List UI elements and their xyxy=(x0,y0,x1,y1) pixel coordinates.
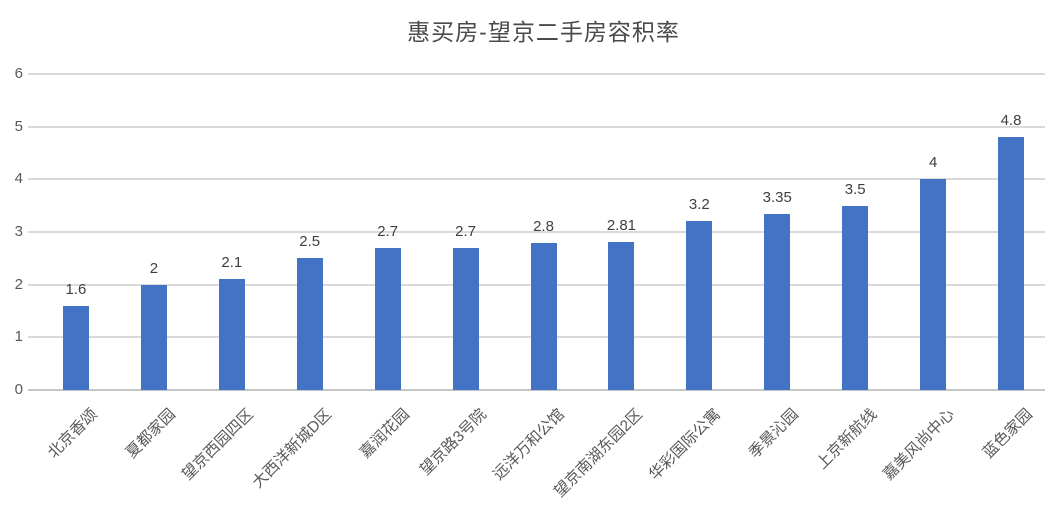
bar-value-label: 1.6 xyxy=(65,280,87,298)
x-axis-category-label: 夏都家园 xyxy=(122,405,179,462)
x-axis-category-label: 望京路3号院 xyxy=(417,405,491,479)
x-axis-line xyxy=(28,389,1045,391)
x-axis-category-label: 望京西园四区 xyxy=(178,405,257,484)
gridline xyxy=(28,231,1045,233)
bar xyxy=(764,213,791,390)
bar xyxy=(530,242,557,390)
bar xyxy=(608,242,635,390)
bar-value-label: 3.2 xyxy=(688,196,710,214)
gridline xyxy=(28,73,1045,75)
bar-value-label: 2.7 xyxy=(377,222,399,240)
x-axis-category-label: 嘉润花园 xyxy=(356,405,413,462)
bar-value-label: 2.5 xyxy=(299,233,321,251)
bar xyxy=(374,247,401,390)
bar xyxy=(842,205,869,390)
y-axis-tick-label: 6 xyxy=(14,65,23,82)
bar-value-label: 2 xyxy=(149,259,159,277)
bar-value-label: 3.35 xyxy=(762,188,792,206)
bar xyxy=(452,247,479,390)
bar-value-label: 2.1 xyxy=(221,254,243,272)
bar xyxy=(62,305,89,390)
x-axis-category-label: 季景沁园 xyxy=(746,405,803,462)
bar-value-label: 4 xyxy=(928,154,938,172)
gridline xyxy=(28,125,1045,128)
x-axis-category-label: 北京香颂 xyxy=(44,405,101,462)
x-axis-category-label: 大西洋新城D区 xyxy=(248,405,335,492)
bar-value-label: 2.8 xyxy=(533,217,554,235)
bar-value-label: 3.5 xyxy=(844,180,866,198)
bar xyxy=(296,258,323,390)
bar xyxy=(998,137,1025,390)
y-axis-tick-label: 1 xyxy=(14,328,23,346)
bar xyxy=(686,221,713,390)
y-axis-tick-label: 4 xyxy=(14,170,23,188)
bar-value-label: 2.81 xyxy=(606,217,637,234)
bar xyxy=(920,179,947,390)
y-axis-tick-label: 5 xyxy=(14,117,23,135)
bar-value-label: 2.7 xyxy=(455,222,476,240)
x-axis-category-label: 华彩国际公寓 xyxy=(646,405,725,484)
chart-title: 惠买房-望京二手房容积率 xyxy=(407,19,680,45)
x-axis-category-label: 远洋万和公馆 xyxy=(490,405,569,484)
x-axis-category-label: 嘉美风尚中心 xyxy=(880,405,958,484)
x-axis-category-label: 上京新航线 xyxy=(813,405,881,473)
y-axis-tick-label: 3 xyxy=(14,223,23,240)
bar xyxy=(140,284,167,390)
bar xyxy=(218,279,245,390)
y-axis-tick-label: 0 xyxy=(14,381,23,398)
x-axis-category-label: 蓝色家园 xyxy=(980,405,1036,462)
y-axis-tick-label: 2 xyxy=(14,275,23,293)
gridline xyxy=(28,178,1045,181)
bar-value-label: 4.8 xyxy=(1000,112,1022,130)
